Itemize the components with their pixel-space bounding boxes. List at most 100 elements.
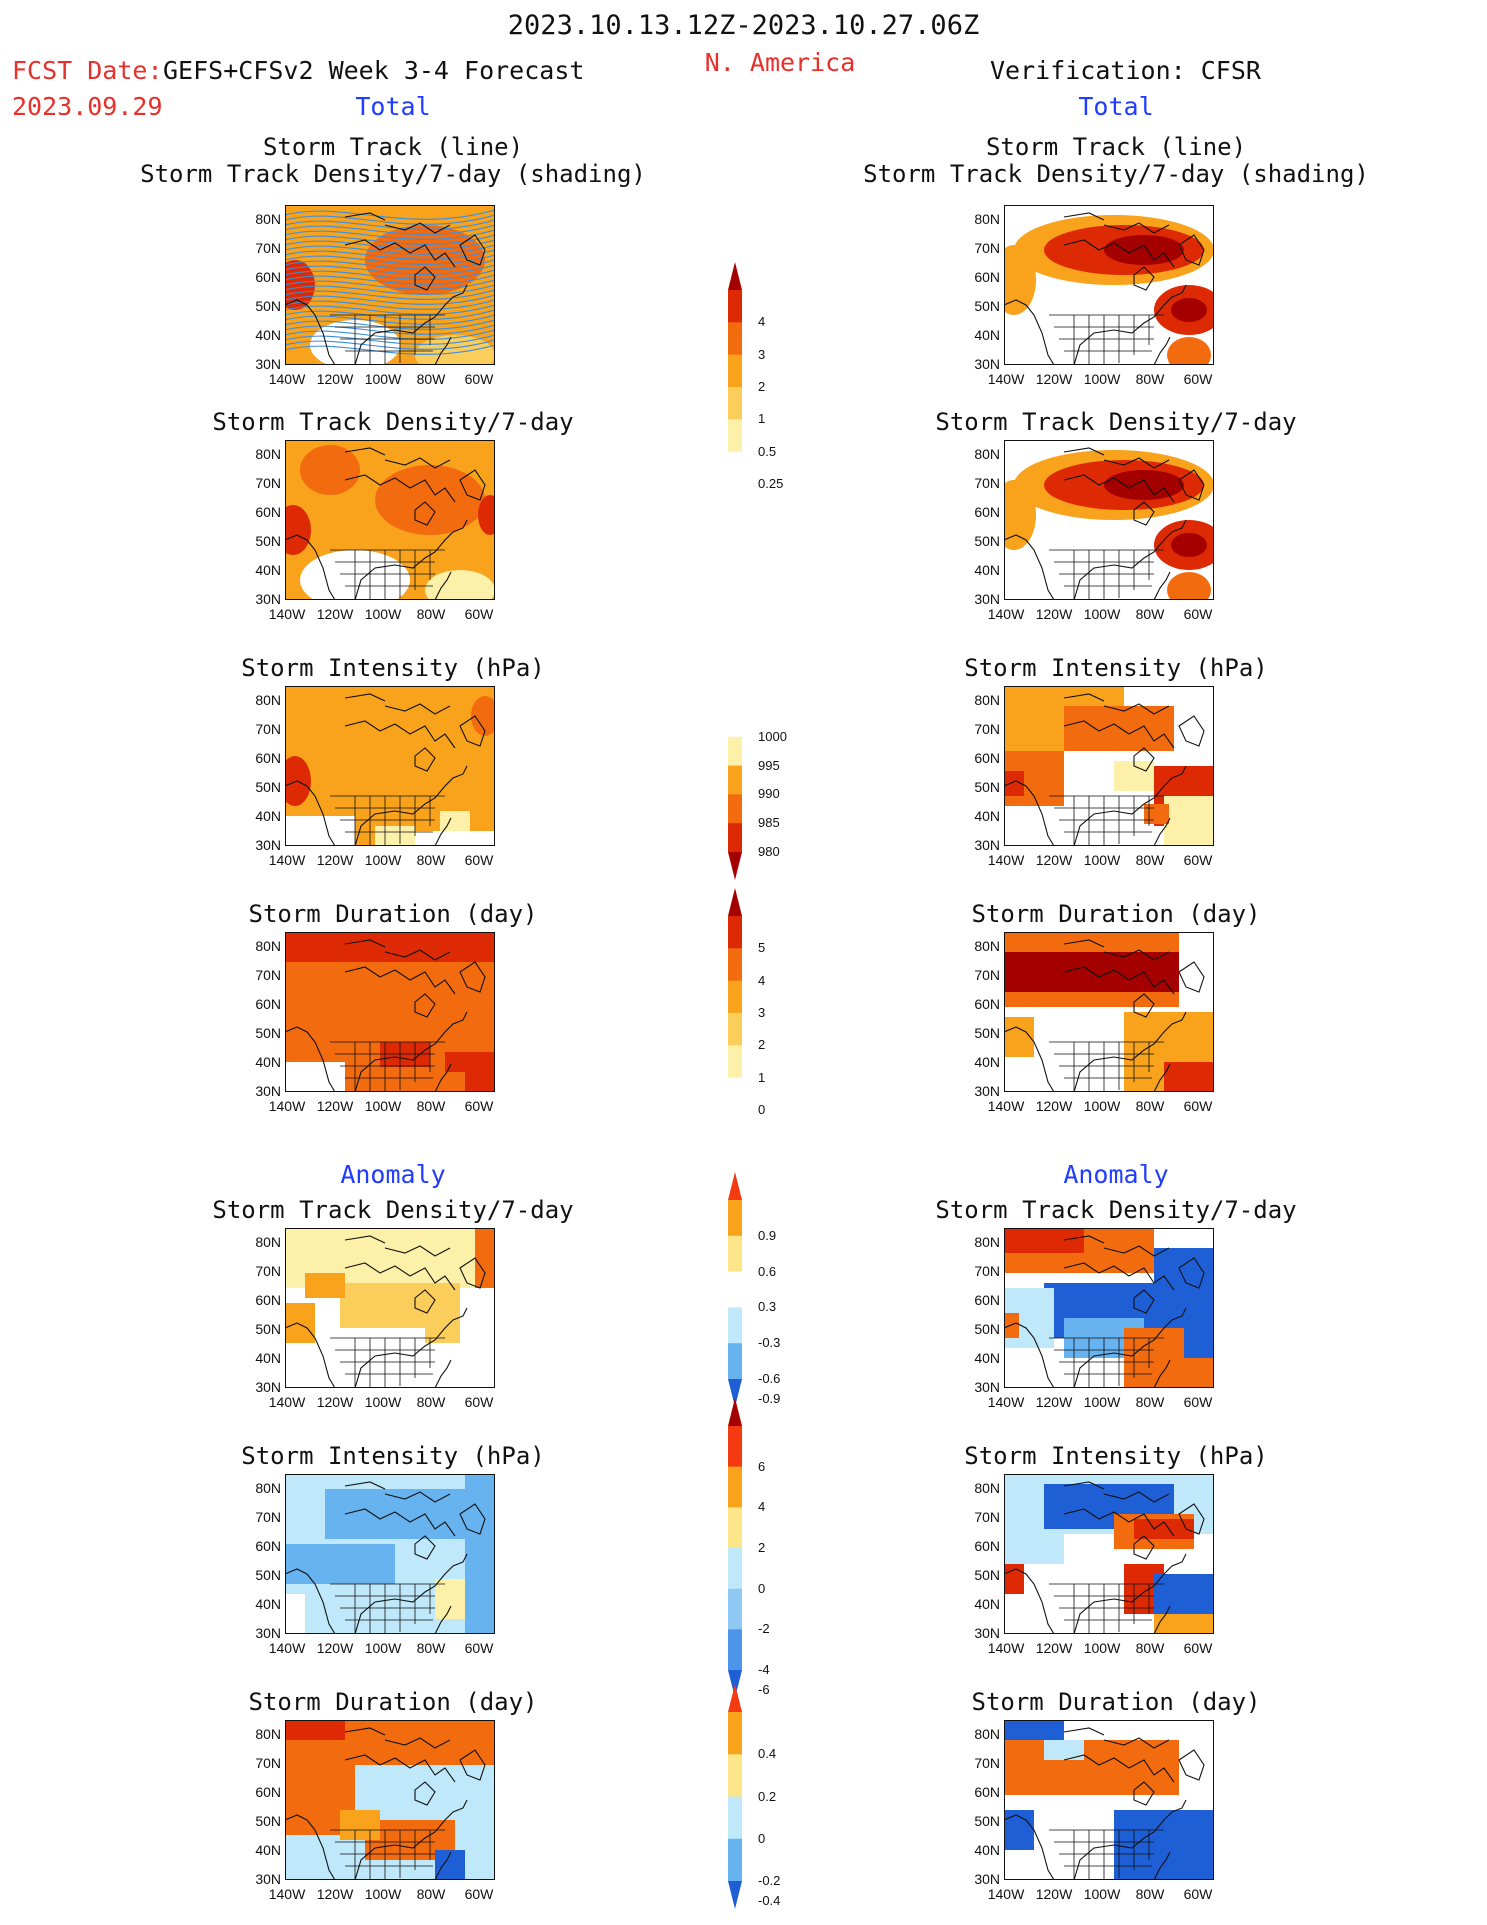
colorbar-tick-label: 3 <box>758 1005 766 1020</box>
lon-tick-label: 120W <box>1035 852 1073 868</box>
lon-tick-label: 140W <box>268 852 306 868</box>
colorbar-tick-label: 0.9 <box>758 1227 777 1243</box>
lat-tick-label: 80N <box>974 1234 1000 1250</box>
canada-islands <box>1063 212 1205 291</box>
lon-tick-label: 80W <box>1135 1640 1165 1656</box>
lat-tick-label: 70N <box>255 967 281 983</box>
colorbar-tick-label: 0.25 <box>758 476 784 491</box>
map-canvas <box>1004 205 1214 365</box>
fcst-date-value: 2023.09.29 <box>12 92 163 121</box>
lat-tick-label: 60N <box>255 750 281 766</box>
lon-tick-label: 140W <box>268 1640 306 1656</box>
title-duration-left: Storm Duration (day) <box>248 900 538 928</box>
lat-tick-label: 50N <box>255 779 281 795</box>
colorbar-duration-anom: 0.4 0.2 0 -0.2 -0.4 <box>720 1684 800 1909</box>
fcst-date-label: FCST Date: <box>12 56 163 85</box>
lat-tick-label: 60N <box>255 1292 281 1308</box>
lat-tick-label: 40N <box>255 1054 281 1070</box>
colorbar-swatch <box>728 1077 742 1111</box>
lon-tick-label: 80W <box>416 1394 446 1410</box>
storm-track-line <box>285 234 495 245</box>
colorbar-tick-label: -6 <box>758 1682 770 1697</box>
title-track-line-right: Storm Track (line) <box>985 133 1247 161</box>
lat-tick-label: 50N <box>974 1321 1000 1337</box>
lon-tick-label: 60W <box>464 371 494 387</box>
state-borders <box>330 549 445 600</box>
colorbar-swatches <box>728 708 742 880</box>
colorbar-tick-label: 1 <box>758 411 766 427</box>
shading-region <box>300 445 360 495</box>
canada-islands <box>1063 939 1205 1018</box>
lon-tick-label: 140W <box>268 606 306 622</box>
shading-region <box>471 696 495 736</box>
state-borders <box>330 1337 445 1388</box>
colorbar-tick-label: 5 <box>758 940 766 956</box>
title-density-anom-left: Storm Track Density/7-day <box>212 1196 574 1224</box>
lon-tick-label: 60W <box>1183 1394 1213 1410</box>
lat-tick-label: 60N <box>974 996 1000 1012</box>
colorbar-swatch <box>728 1045 742 1079</box>
colorbar-tick-label: -0.6 <box>758 1371 781 1386</box>
state-borders <box>1049 549 1164 600</box>
storm-track-line <box>285 254 495 265</box>
map-frame <box>1004 932 1214 1092</box>
lat-tick-label: 30N <box>974 1625 1000 1641</box>
shading-cell <box>1004 771 1024 796</box>
shading-cell <box>1004 1720 1064 1740</box>
lat-tick-label: 80N <box>255 692 281 708</box>
colorbar-swatch <box>728 1343 742 1380</box>
lon-tick-label: 60W <box>464 852 494 868</box>
map-canvas <box>1004 1474 1214 1634</box>
lon-tick-label: 100W <box>364 606 402 622</box>
lat-tick-label: 80N <box>974 1480 1000 1496</box>
anomaly-label-right: Anomaly <box>1063 1160 1169 1189</box>
lat-tick-label: 40N <box>255 327 281 343</box>
state-borders <box>330 314 445 365</box>
storm-track-line <box>285 274 495 285</box>
lat-tick-label: 80N <box>255 211 281 227</box>
shading-region <box>1004 480 1036 550</box>
map-panel-duration-verification: 80N 70N 60N 50N 40N 30N 140W 120W 100W 80W 60W <box>974 932 1214 1114</box>
shading-cell <box>285 932 495 962</box>
lat-tick-label: 60N <box>255 996 281 1012</box>
colorbar-tick-label: -0.2 <box>758 1873 781 1888</box>
colorbar-swatch <box>728 1307 742 1344</box>
lon-tick-label: 80W <box>416 371 446 387</box>
anomaly-label-left: Anomaly <box>340 1160 446 1189</box>
colorbar-tick-label: 990 <box>758 786 780 802</box>
lat-tick-label: 70N <box>255 1263 281 1279</box>
lon-tick-label: 100W <box>364 1886 402 1902</box>
title-track-line-left: Storm Track (line) <box>262 133 524 161</box>
colorbar-arrow-top <box>728 888 742 916</box>
lon-tick-label: 60W <box>1183 1886 1213 1902</box>
lon-tick-label: 80W <box>1135 606 1165 622</box>
map-canvas <box>285 686 495 846</box>
shading-cell <box>285 1303 315 1343</box>
shading-cell <box>285 1544 395 1584</box>
lat-tick-label: 40N <box>255 808 281 824</box>
lon-tick-label: 60W <box>1183 1098 1213 1114</box>
map-panel-duration-anom-forecast: 80N 70N 60N 50N 40N 30N 140W 120W 100W 80W 60W <box>255 1720 495 1902</box>
lon-tick-label: 120W <box>316 1640 354 1656</box>
lon-tick-label: 100W <box>1083 606 1121 622</box>
lon-tick-label: 100W <box>364 1098 402 1114</box>
lat-tick-label: 30N <box>255 591 281 607</box>
colorbar-tick-label: 1000 <box>758 728 787 744</box>
shading-region <box>1024 290 1134 360</box>
storm-track-line <box>285 289 495 300</box>
state-borders <box>1049 1829 1164 1880</box>
colorbar-swatches <box>728 1398 742 1698</box>
colorbar-tick-label: 2 <box>758 1037 766 1053</box>
canada-islands <box>344 1235 486 1314</box>
storm-track-line <box>285 319 495 330</box>
colorbar-swatch <box>728 1838 742 1882</box>
lon-tick-label: 80W <box>416 1640 446 1656</box>
map-canvas <box>1004 440 1214 600</box>
colorbar-swatch <box>728 823 742 853</box>
lat-tick-label: 50N <box>974 298 1000 314</box>
colorbar-tick-label: 4 <box>758 314 766 330</box>
storm-track-line <box>285 214 495 225</box>
storm-track-line <box>285 334 495 345</box>
colorbar-swatch <box>728 322 742 356</box>
lon-tick-label: 100W <box>1083 1640 1121 1656</box>
